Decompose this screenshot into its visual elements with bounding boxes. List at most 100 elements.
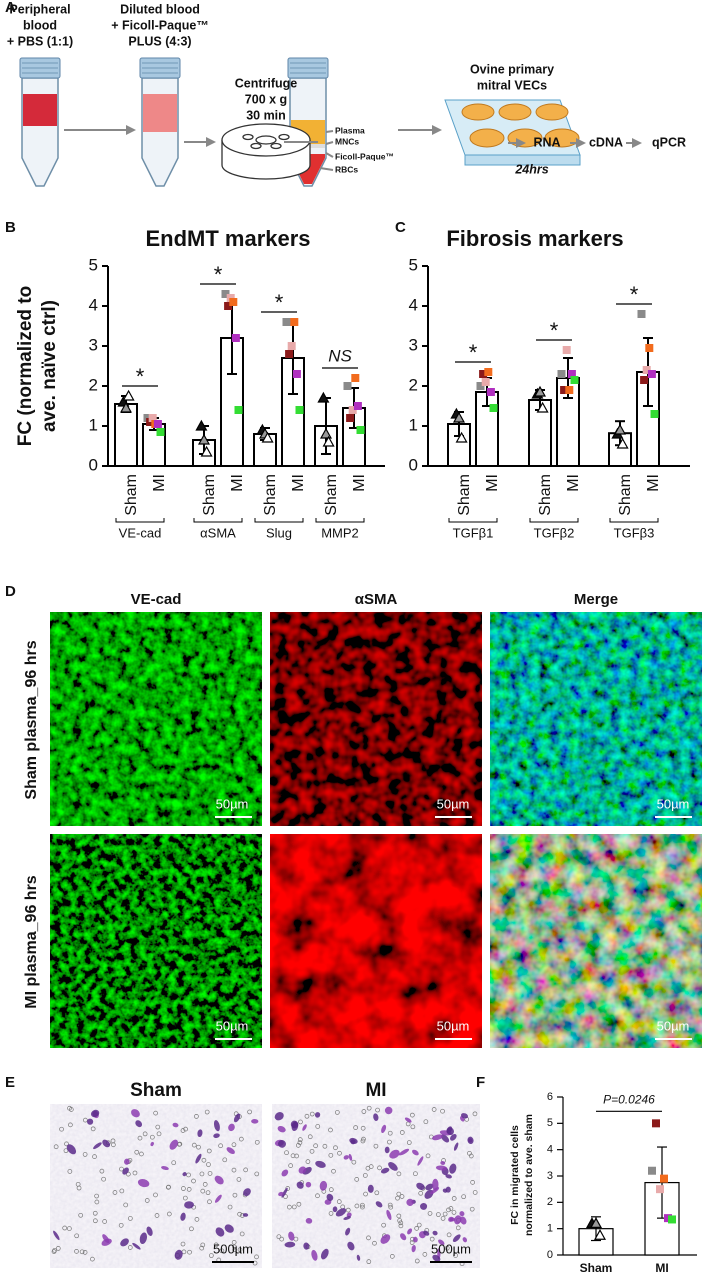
pore: [196, 1144, 201, 1150]
pore: [313, 1143, 318, 1149]
data-point: [319, 427, 333, 439]
x-tick-label: MI: [151, 474, 168, 492]
micrograph: [50, 612, 262, 826]
pore: [52, 1248, 57, 1253]
data-point: [613, 423, 627, 435]
data-point: [261, 431, 274, 443]
cell: [343, 1155, 349, 1160]
micrograph: [490, 612, 702, 826]
pore: [156, 1131, 162, 1137]
data-point: [668, 1215, 676, 1224]
pore: [74, 1233, 80, 1239]
pore: [206, 1162, 211, 1167]
cell: [407, 1228, 413, 1235]
pore: [309, 1148, 315, 1154]
group-bracket: [115, 518, 165, 523]
y-tick-label: 4: [409, 295, 418, 314]
x-tick-label: Sham: [617, 474, 634, 516]
pore: [337, 1150, 342, 1156]
group-bracket: [315, 518, 365, 523]
pore: [166, 1184, 171, 1190]
pore: [328, 1127, 333, 1133]
workflow-text: blood: [23, 18, 57, 32]
pore: [232, 1247, 237, 1252]
pore: [374, 1190, 380, 1196]
data-point: [356, 426, 365, 434]
workflow-text: Ovine primary: [470, 62, 554, 76]
y-tick-label: 1: [89, 415, 98, 434]
cell: [215, 1227, 225, 1237]
data-point: [317, 391, 330, 403]
cell: [120, 1238, 129, 1247]
workflow-text: Centrifuge: [235, 76, 298, 90]
pore: [171, 1160, 177, 1166]
y-tick-label: 4: [89, 295, 98, 314]
scale-label: 500µm: [431, 1241, 471, 1256]
pore: [142, 1131, 148, 1137]
group-bracket: [193, 518, 243, 523]
group-label: Slug: [266, 525, 292, 540]
cell: [224, 1224, 234, 1233]
scale-label: 50µm: [437, 1018, 470, 1033]
x-tick-label: Sham: [537, 474, 554, 516]
pore: [231, 1240, 237, 1245]
significance-label: *: [136, 364, 145, 389]
pore: [125, 1171, 131, 1177]
data-point: [660, 1174, 668, 1183]
pore: [315, 1124, 321, 1129]
data-point: [536, 401, 549, 413]
data-point: [153, 420, 162, 428]
pore: [62, 1225, 68, 1231]
pore: [202, 1181, 208, 1187]
cell: [347, 1241, 355, 1251]
data-point: [285, 350, 294, 358]
data-point: [452, 411, 466, 423]
micrograph: [50, 1104, 262, 1268]
pore: [398, 1220, 404, 1226]
data-point: [292, 370, 301, 378]
x-tick-label: MI: [484, 474, 501, 492]
pore: [322, 1143, 328, 1149]
pore: [410, 1124, 416, 1130]
group-bracket: [448, 518, 498, 523]
pore: [427, 1211, 433, 1216]
cell: [429, 1187, 440, 1195]
cell: [305, 1181, 312, 1188]
scale-label: 50µm: [657, 796, 690, 811]
data-point: [647, 370, 656, 378]
tube: [19, 57, 61, 187]
cell: [411, 1244, 416, 1253]
cell: [367, 1184, 374, 1193]
data-point: [351, 374, 360, 382]
cell: [86, 1118, 94, 1125]
y-axis-label: ave. naïve ctrl): [39, 300, 60, 432]
pore: [149, 1134, 155, 1140]
pore: [102, 1219, 107, 1224]
y-tick-label: 4: [547, 1144, 553, 1156]
scale-label: 50µm: [437, 796, 470, 811]
pore: [189, 1226, 194, 1232]
pore: [218, 1143, 223, 1149]
pore: [199, 1171, 205, 1177]
data-point: [557, 370, 566, 378]
pore: [291, 1204, 297, 1210]
cell: [303, 1242, 310, 1250]
cell: [343, 1216, 351, 1220]
pore: [243, 1167, 249, 1173]
cell: [326, 1193, 334, 1201]
charts: 0 1 2 3 4 5 FC (normalized to ave. naïve ctrl) S…: [15, 255, 697, 1275]
cell: [213, 1133, 220, 1138]
y-axis-label: normalized to ave. sham: [523, 1114, 535, 1236]
cell: [412, 1236, 418, 1243]
pore: [442, 1211, 448, 1217]
pore: [79, 1249, 85, 1255]
cell: [462, 1237, 468, 1243]
workflow-time: 24hrs: [514, 162, 548, 176]
data-point: [346, 414, 355, 422]
workflow-text: Diluted blood: [120, 2, 200, 16]
pore: [93, 1218, 98, 1224]
pointer: [325, 141, 334, 145]
cell: [284, 1241, 296, 1248]
pore: [219, 1248, 225, 1254]
